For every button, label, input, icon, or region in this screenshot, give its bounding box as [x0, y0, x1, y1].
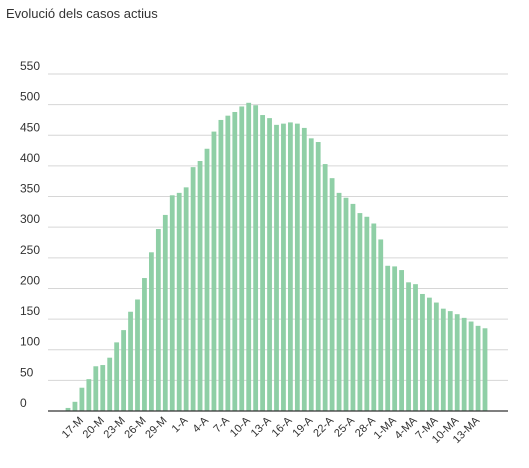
bar [246, 102, 252, 411]
x-tick-label: 4-MA [393, 414, 421, 442]
bar [232, 111, 238, 412]
bar [336, 192, 342, 411]
bar [162, 214, 168, 411]
y-tick-label: 150 [20, 304, 40, 318]
bar [107, 357, 113, 411]
bar [329, 178, 335, 411]
x-tick-label: 16-A [270, 414, 295, 439]
bar [440, 308, 446, 411]
bar [183, 187, 189, 411]
bar [253, 105, 259, 412]
bar [378, 239, 384, 411]
bar [399, 270, 404, 411]
bar [190, 167, 196, 411]
bar [79, 387, 85, 411]
x-tick-label: 20-M [81, 415, 107, 441]
bar [93, 366, 99, 411]
y-tick-label: 100 [20, 335, 40, 349]
x-tick-label: 23-M [102, 415, 128, 441]
bar [413, 284, 418, 411]
bar [364, 216, 370, 411]
bar [218, 119, 224, 412]
bar [121, 330, 126, 411]
y-tick-label: 350 [20, 182, 40, 196]
x-tick-label: 10-A [228, 414, 253, 439]
bar [427, 297, 432, 411]
y-tick-label: 500 [20, 90, 40, 104]
x-tick-label: 4-A [191, 414, 212, 435]
bar [357, 213, 363, 411]
bar [135, 299, 140, 411]
bar [72, 401, 78, 411]
bar [392, 266, 398, 411]
x-tick-label: 17-M [60, 415, 86, 441]
bar [468, 321, 474, 411]
y-tick-label: 450 [20, 120, 40, 134]
x-tick-label: 13-A [249, 414, 274, 439]
bar [86, 379, 92, 411]
bar [454, 314, 460, 411]
bar [385, 265, 391, 411]
bar [406, 282, 411, 411]
bar [169, 195, 175, 411]
x-tick-label: 1-MA [372, 414, 400, 442]
bar [322, 164, 328, 411]
bar [343, 197, 349, 411]
bar [447, 311, 453, 411]
x-tick-label: 22-A [311, 414, 336, 439]
x-tick-label: 25-A [332, 414, 357, 439]
bar [176, 192, 182, 411]
bar [128, 311, 133, 411]
y-tick-label: 50 [20, 365, 34, 379]
y-tick-label: 550 [20, 59, 40, 73]
y-tick-label: 250 [20, 243, 40, 257]
bar [100, 365, 106, 411]
bars [65, 102, 488, 412]
x-tick-label: 29-M [143, 415, 169, 441]
x-tick-label: 26-M [122, 415, 148, 441]
bar [294, 123, 300, 411]
bar [155, 229, 161, 411]
bar [260, 115, 265, 411]
bar [211, 131, 217, 411]
bar [315, 142, 321, 411]
bar [149, 252, 154, 411]
y-tick-label: 0 [20, 396, 27, 410]
bar [482, 328, 488, 411]
bar [225, 115, 231, 411]
bar [142, 278, 147, 411]
y-tick-label: 200 [20, 273, 40, 287]
bar [371, 223, 377, 411]
bar [281, 123, 286, 411]
y-tick-label: 300 [20, 212, 40, 226]
bar [308, 138, 314, 411]
bar [197, 161, 203, 411]
bar [461, 317, 467, 411]
bar [239, 106, 245, 411]
bar [65, 407, 71, 411]
bar [475, 325, 481, 411]
bar [114, 342, 120, 411]
bar [350, 203, 356, 411]
chart-title: Evolució dels casos actius [6, 6, 158, 21]
bar [433, 302, 439, 411]
x-tick-label: 19-A [290, 414, 315, 439]
x-tick-label: 1-A [170, 414, 191, 435]
bar [267, 118, 272, 411]
bar [204, 148, 210, 411]
y-tick-label: 400 [20, 151, 40, 165]
bar [274, 124, 279, 412]
bar [301, 127, 307, 412]
bar [420, 293, 425, 411]
bar [288, 122, 293, 411]
